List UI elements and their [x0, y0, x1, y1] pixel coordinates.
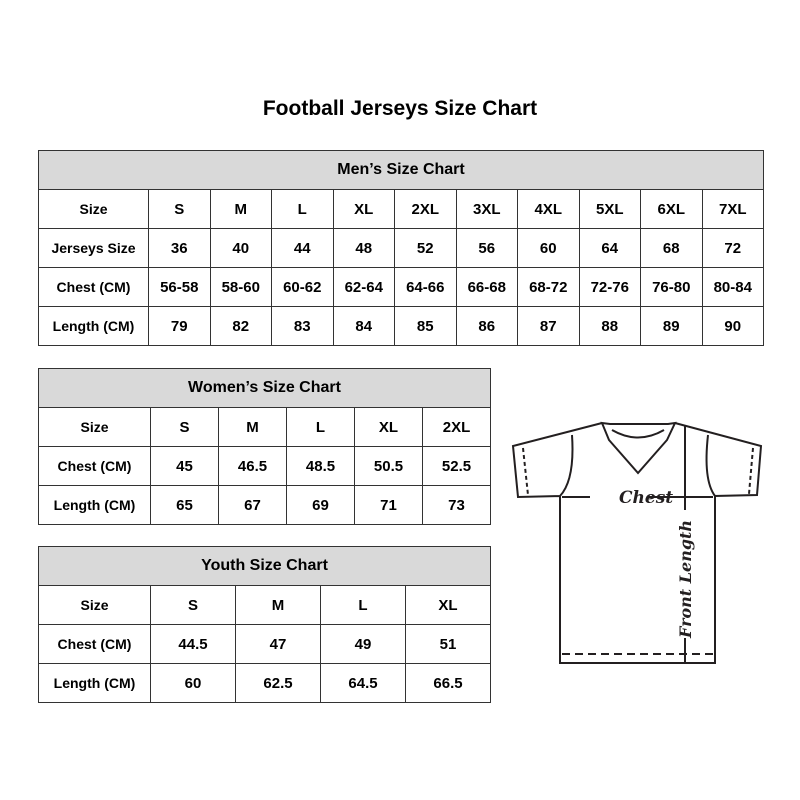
table-cell: S	[150, 407, 219, 447]
table-cell: 71	[354, 485, 423, 525]
table-cell: 64-66	[394, 267, 457, 307]
table-cell: 89	[640, 306, 703, 346]
table-cell: 3XL	[455, 189, 518, 229]
table-cell: 85	[394, 306, 457, 346]
front-length-label: Front Length	[676, 520, 695, 639]
table-cell: 66.5	[405, 663, 491, 703]
table-cell: 4XL	[517, 189, 580, 229]
table-row: Size S M L XL	[38, 585, 491, 625]
table-cell: 65	[150, 485, 219, 525]
table-cell: M	[235, 585, 321, 625]
table-cell: 67	[218, 485, 287, 525]
row-label: Chest (CM)	[38, 267, 149, 307]
table-cell: XL	[405, 585, 491, 625]
table-row: Length (CM) 60 62.5 64.5 66.5	[38, 663, 491, 703]
table-cell: 48.5	[286, 446, 355, 486]
table-heading: Women’s Size Chart	[38, 368, 491, 408]
table-cell: XL	[354, 407, 423, 447]
table-cell: 72	[701, 228, 764, 268]
table-cell: 72-76	[578, 267, 641, 307]
table-cell: 50.5	[354, 446, 423, 486]
table-cell: 66-68	[455, 267, 518, 307]
table-cell: 79	[148, 306, 211, 346]
table-heading: Men’s Size Chart	[38, 150, 764, 190]
table-row: Size S M L XL 2XL	[38, 407, 491, 447]
table-cell: 45	[150, 446, 219, 486]
table-cell: 62-64	[332, 267, 395, 307]
table-cell: 56-58	[148, 267, 211, 307]
row-label: Length (CM)	[38, 306, 149, 346]
table-cell: 44	[271, 228, 334, 268]
chest-label: Chest	[619, 488, 673, 508]
table-cell: 56	[455, 228, 518, 268]
table-cell: 51	[405, 624, 491, 664]
table-cell: L	[271, 189, 334, 229]
table-cell: 90	[701, 306, 764, 346]
table-row: Length (CM) 79 82 83 84 85 86 87 88 89 90	[38, 306, 764, 346]
table-cell: 76-80	[640, 267, 703, 307]
table-cell: 62.5	[235, 663, 321, 703]
table-cell: S	[148, 189, 211, 229]
table-cell: L	[320, 585, 406, 625]
table-cell: 58-60	[209, 267, 272, 307]
table-cell: 2XL	[394, 189, 457, 229]
table-cell: 73	[422, 485, 491, 525]
table-cell: M	[209, 189, 272, 229]
table-cell: 87	[517, 306, 580, 346]
table-cell: 82	[209, 306, 272, 346]
table-cell: 60-62	[271, 267, 334, 307]
table-cell: 68-72	[517, 267, 580, 307]
table-cell: 47	[235, 624, 321, 664]
row-label: Chest (CM)	[38, 624, 151, 664]
table-cell: 49	[320, 624, 406, 664]
table-row: Chest (CM) 44.5 47 49 51	[38, 624, 491, 664]
table-cell: 2XL	[422, 407, 491, 447]
table-cell: L	[286, 407, 355, 447]
table-cell: 52	[394, 228, 457, 268]
table-cell: 46.5	[218, 446, 287, 486]
row-label: Chest (CM)	[38, 446, 151, 486]
table-cell: 83	[271, 306, 334, 346]
table-cell: 44.5	[150, 624, 236, 664]
table-cell: M	[218, 407, 287, 447]
page-title: Football Jerseys Size Chart	[262, 97, 538, 120]
row-label: Jerseys Size	[38, 228, 149, 268]
table-cell: 52.5	[422, 446, 491, 486]
table-cell: 69	[286, 485, 355, 525]
table-cell: 80-84	[701, 267, 764, 307]
table-cell: 60	[517, 228, 580, 268]
table-row: Length (CM) 65 67 69 71 73	[38, 485, 491, 525]
table-cell: 36	[148, 228, 211, 268]
table-cell: 48	[332, 228, 395, 268]
table-cell: 7XL	[701, 189, 764, 229]
row-label: Length (CM)	[38, 485, 151, 525]
table-cell: S	[150, 585, 236, 625]
table-row: Chest (CM) 56-58 58-60 60-62 62-64 64-66 66-68…	[38, 267, 764, 307]
table-cell: 84	[332, 306, 395, 346]
row-label: Length (CM)	[38, 663, 151, 703]
womens-size-table: Women’s Size Chart Size S M L XL 2XL Chest (CM)…	[38, 368, 491, 525]
row-label: Size	[38, 407, 151, 447]
table-cell: 88	[578, 306, 641, 346]
table-heading: Youth Size Chart	[38, 546, 491, 586]
table-row: Jerseys Size 36 40 44 48 52 56 60 64 68 72	[38, 228, 764, 268]
table-cell: 60	[150, 663, 236, 703]
youth-size-table: Youth Size Chart Size S M L XL Chest (CM) 44.5 4…	[38, 546, 491, 703]
row-label: Size	[38, 189, 149, 229]
table-cell: 64.5	[320, 663, 406, 703]
table-cell: XL	[332, 189, 395, 229]
jersey-diagram: Chest Front Length	[511, 421, 763, 664]
table-cell: 5XL	[578, 189, 641, 229]
mens-size-table: Men’s Size Chart Size S M L XL 2XL 3XL 4XL 5XL 6XL…	[38, 150, 764, 346]
table-cell: 64	[578, 228, 641, 268]
table-cell: 6XL	[640, 189, 703, 229]
table-cell: 40	[209, 228, 272, 268]
table-row: Size S M L XL 2XL 3XL 4XL 5XL 6XL 7XL	[38, 189, 764, 229]
table-row: Chest (CM) 45 46.5 48.5 50.5 52.5	[38, 446, 491, 486]
table-cell: 86	[455, 306, 518, 346]
table-cell: 68	[640, 228, 703, 268]
row-label: Size	[38, 585, 151, 625]
